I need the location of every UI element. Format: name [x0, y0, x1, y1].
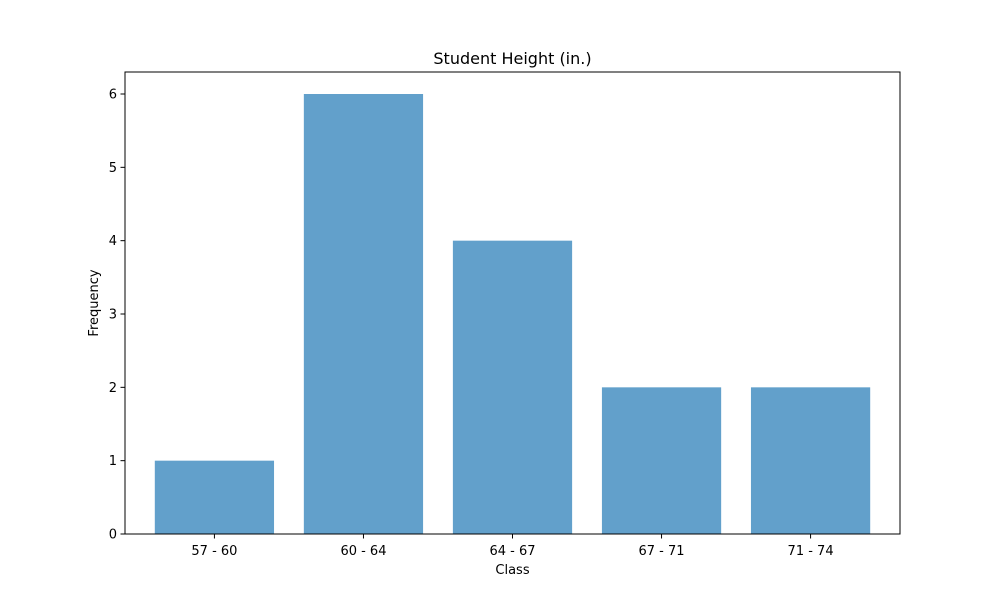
x-tick-label-1: 60 - 64 — [340, 544, 386, 559]
y-tick-label-3: 3 — [109, 308, 117, 323]
x-axis-label: Class — [495, 563, 529, 578]
bar-1 — [154, 460, 275, 534]
y-tick-label-0: 0 — [109, 528, 117, 543]
y-tick-label-4: 4 — [109, 234, 117, 249]
bar-5 — [750, 387, 871, 534]
y-tick-label-2: 2 — [109, 381, 117, 396]
x-tick-label-2: 64 - 67 — [489, 544, 535, 559]
bar-4 — [601, 387, 722, 534]
y-axis-label: Frequency — [87, 269, 102, 336]
chart-title: Student Height (in.) — [433, 49, 591, 68]
y-tick-label-5: 5 — [109, 161, 117, 176]
x-tick-label-4: 71 - 74 — [788, 544, 834, 559]
bar-3 — [452, 240, 573, 534]
y-tick-label-1: 1 — [109, 454, 117, 469]
x-axis: 57 - 60 60 - 64 64 - 67 67 - 71 71 - 74 — [191, 534, 834, 559]
x-tick-label-3: 67 - 71 — [639, 544, 685, 559]
bar-2 — [303, 94, 424, 534]
y-axis: 0 1 2 3 4 5 6 — [109, 88, 125, 543]
bars-group — [154, 94, 871, 534]
x-tick-label-0: 57 - 60 — [191, 544, 237, 559]
y-tick-label-6: 6 — [109, 88, 117, 103]
